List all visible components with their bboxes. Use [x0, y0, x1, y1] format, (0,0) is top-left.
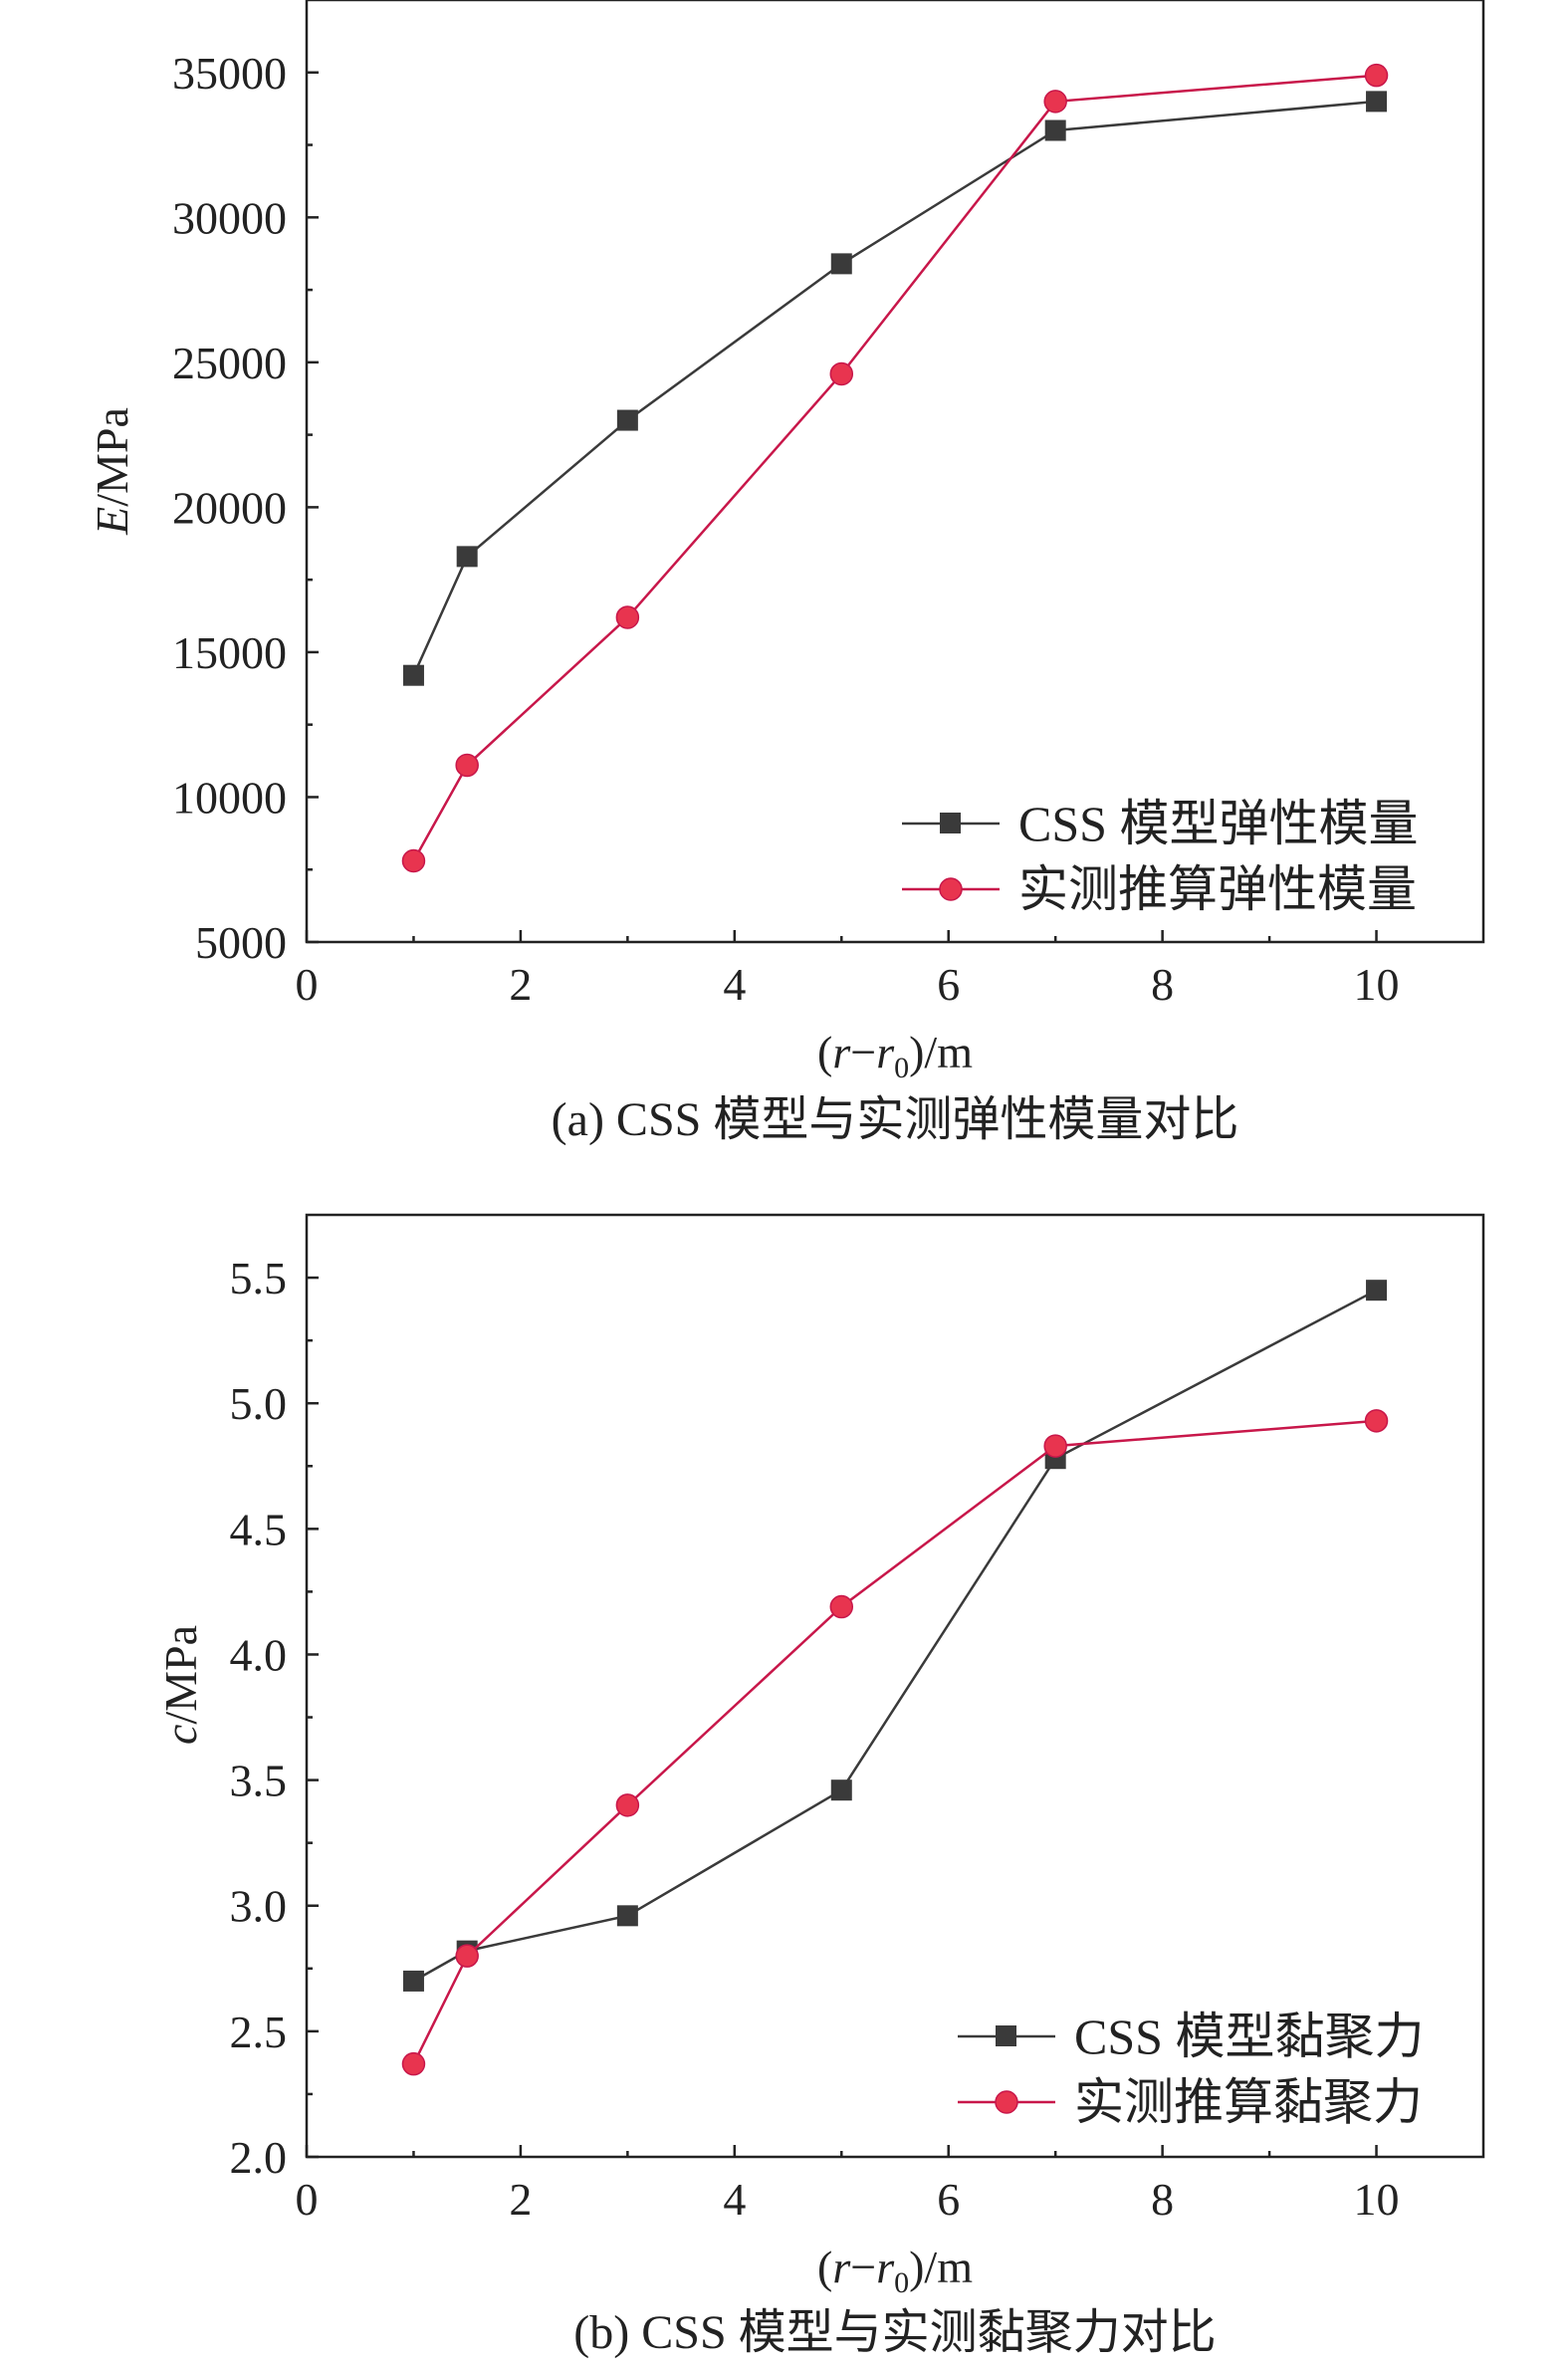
chart-b-ytick-label-6: 5.0: [230, 1378, 288, 1429]
chart-a-ylabel-unit: /MPa: [87, 407, 137, 507]
chart-b-series-0-point-3: [830, 1779, 852, 1801]
chart-b-xlabel-close: )/m: [909, 2242, 973, 2292]
chart-b-series-1-point-1: [455, 1944, 479, 1968]
chart-b-series-0-point-5: [1366, 1280, 1388, 1302]
chart-a-series-1-line: [412, 74, 1377, 862]
chart-b-legend-label-css: CSS 模型黏聚力: [1074, 2009, 1424, 2064]
chart-a-ytick-label-4: 25000: [172, 338, 287, 388]
chart-b-series-0-point-0: [402, 1970, 424, 1992]
chart-b-xlabel-minus: −: [850, 2242, 876, 2292]
chart-b-ylabel-var: c: [155, 1725, 206, 1745]
chart-a-ylabel: E/MPa: [87, 407, 137, 536]
chart-b-xlabel-sub: 0: [894, 2266, 909, 2299]
chart-a-series-1-point-0: [401, 848, 426, 873]
chart-b-legend: CSS 模型黏聚力 实测推算黏聚力: [958, 2009, 1424, 2130]
chart-a-series-0-point-4: [1044, 119, 1066, 141]
chart-b-ytick-label-2: 3.0: [230, 1881, 288, 1932]
chart-b-xlabel: (r−r0)/m: [817, 2242, 973, 2299]
chart-b-ylabel-unit: /MPa: [155, 1625, 206, 1725]
chart-a-legend-label-css: CSS 模型弹性模量: [1018, 796, 1418, 851]
chart-a-ytick-label-6: 35000: [172, 48, 287, 99]
chart-a-ytick-label-0: 5000: [195, 917, 287, 968]
chart-a-xlabel-minus: −: [850, 1027, 876, 1077]
chart-a-xlabel-close: )/m: [909, 1027, 973, 1077]
chart-b-ytick-label-1: 2.5: [230, 2007, 288, 2057]
chart-a-legend: CSS 模型弹性模量 实测推算弹性模量: [902, 796, 1418, 917]
chart-a-series-1-point-3: [829, 361, 854, 386]
chart-b-xlabel-r: r: [832, 2242, 851, 2292]
chart-a-marks: 0 2 4 6 8 10 5000 10000 15000 20000 25000 30000 3500…: [172, 48, 1400, 1010]
chart-a-series-1-point-2: [615, 605, 640, 629]
chart-a-series-0-point-3: [830, 253, 852, 275]
chart-a-xlabel-r0: r: [876, 1027, 895, 1077]
chart-a: 0 2 4 6 8 10 5000 10000 15000 20000 25000 30000 3500…: [87, 0, 1485, 1146]
chart-b-series-1-point-0: [401, 2051, 426, 2076]
chart-a-xlabel-r: r: [832, 1027, 851, 1077]
chart-b-series-0-point-2: [616, 1905, 638, 1927]
chart-b-ytick-label-3: 3.5: [230, 1756, 288, 1806]
chart-a-ytick-label-1: 10000: [172, 772, 287, 823]
chart-a-series-0-point-1: [456, 546, 478, 568]
chart-b-xtick-label-0: 0: [296, 2174, 319, 2225]
chart-a-xlabel-sub: 0: [894, 1052, 909, 1084]
chart-a-plot-frame: [305, 0, 1485, 944]
chart-a-xtick-label-1: 2: [509, 959, 532, 1010]
chart-b-marks: 0 2 4 6 8 10 2.0 2.5 3.0 3.5 4.0 4.5 5.0 5.5: [230, 1253, 1400, 2225]
chart-a-xtick-label-4: 8: [1151, 959, 1174, 1010]
chart-b-xlabel-r0: r: [876, 2242, 895, 2292]
chart-b-xlabel-open: (: [817, 2242, 832, 2292]
chart-b-xtick-label-1: 2: [509, 2174, 532, 2225]
chart-b-series-0-line: [412, 1289, 1378, 1983]
chart-b-series-1-point-5: [1364, 1409, 1389, 1433]
chart-a-series-1-point-5: [1364, 63, 1389, 88]
chart-b-ylabel: c/MPa: [155, 1625, 206, 1745]
chart-a-xlabel: (r−r0)/m: [817, 1027, 973, 1084]
chart-a-ytick-label-3: 20000: [172, 482, 287, 533]
chart-b-legend-marker-measured: [995, 2090, 1018, 2114]
chart-a-xtick-label-2: 4: [723, 959, 746, 1010]
chart-b-caption: (b) CSS 模型与实测黏聚力对比: [573, 2306, 1216, 2359]
chart-a-series-0-point-2: [616, 409, 638, 431]
chart-a-legend-label-measured: 实测推算弹性模量: [1018, 861, 1417, 917]
chart-a-caption: (a) CSS 模型与实测弹性模量对比: [552, 1093, 1239, 1146]
chart-b-ytick-label-7: 5.5: [230, 1253, 288, 1303]
chart-a-xtick-label-0: 0: [296, 959, 319, 1010]
chart-b-ytick-label-5: 4.5: [230, 1504, 288, 1554]
chart-b-series-1-point-2: [615, 1793, 640, 1817]
chart-a-xtick-label-3: 6: [937, 959, 960, 1010]
chart-b-series-1-line: [412, 1419, 1377, 2065]
chart-b-legend-label-measured: 实测推算黏聚力: [1074, 2074, 1423, 2130]
chart-a-series-1-point-4: [1043, 90, 1067, 114]
chart-a-ytick-label-5: 30000: [172, 192, 287, 243]
chart-b-xtick-label-2: 4: [723, 2174, 746, 2225]
chart-a-legend-marker-css: [940, 813, 961, 833]
chart-b-ytick-label-0: 2.0: [230, 2132, 288, 2183]
chart-b-plot-frame: [305, 1213, 1485, 2159]
chart-b-series-1-point-3: [829, 1594, 854, 1619]
chart-a-series-1-point-1: [455, 753, 479, 778]
chart-a-ylabel-var: E: [87, 507, 137, 536]
chart-b-xtick-label-3: 6: [937, 2174, 960, 2225]
chart-b-series-1-point-4: [1043, 1434, 1067, 1458]
chart-a-xtick-label-5: 10: [1354, 959, 1400, 1010]
chart-b-xtick-label-4: 8: [1151, 2174, 1174, 2225]
chart-a-xlabel-open: (: [817, 1027, 832, 1077]
chart-a-series-0-point-5: [1366, 91, 1388, 113]
chart-b: 0 2 4 6 8 102.02.53.03.54.04.55.05.5 c/MPa (r…: [155, 1213, 1485, 2359]
chart-b-xtick-label-5: 10: [1354, 2174, 1400, 2225]
chart-a-ytick-label-2: 15000: [172, 627, 287, 678]
chart-a-series-0-line: [412, 100, 1377, 676]
chart-b-ytick-label-4: 4.0: [230, 1629, 288, 1680]
chart-a-series-0-point-0: [402, 664, 424, 686]
chart-a-legend-marker-measured: [939, 877, 963, 901]
chart-b-legend-marker-css: [996, 2025, 1016, 2046]
